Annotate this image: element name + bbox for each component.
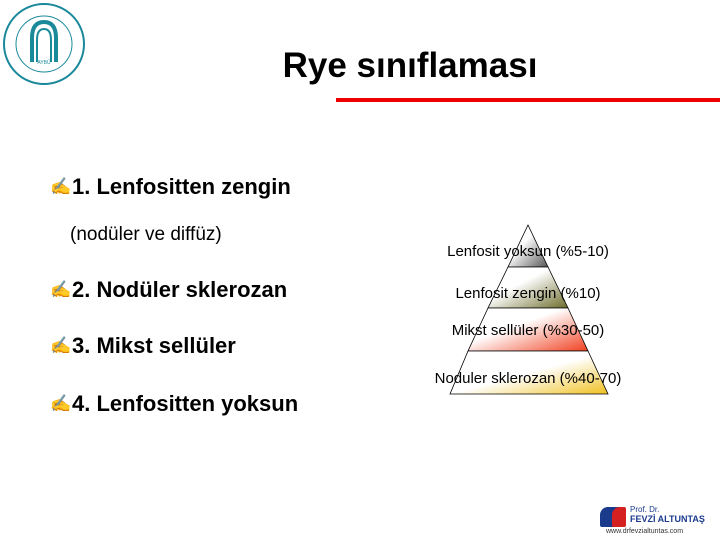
bullet-item: ✍ 1. Lenfositten zengin (50, 174, 291, 200)
university-logo: AYBÜ (3, 3, 85, 85)
writing-hand-icon: ✍ (50, 177, 72, 196)
bullet-item: ✍ 2. Nodüler sklerozan (50, 277, 287, 303)
brand-line2: FEVZİ ALTUNTAŞ (630, 514, 705, 524)
svg-text:AYBÜ: AYBÜ (37, 59, 51, 66)
writing-hand-icon: ✍ (50, 394, 72, 413)
bullet-subnote: (nodüler ve diffüz) (70, 224, 222, 245)
bullet-item: ✍ 4. Lenfositten yoksun (50, 391, 298, 417)
writing-hand-icon: ✍ (50, 336, 72, 355)
pyramid-label: Noduler sklerozan (%40-70) (434, 370, 622, 387)
bullet-item: ✍ 3. Mikst sellüler (50, 333, 236, 359)
pyramid-label: Lenfosit zengin (%10) (455, 285, 601, 302)
pyramid-level-4 (449, 350, 609, 395)
bullet-label: 4. Lenfositten yoksun (72, 391, 299, 416)
bullet-label: 1. Lenfositten zengin (72, 174, 291, 199)
bullet-label: 2. Nodüler sklerozan (72, 277, 288, 302)
writing-hand-icon: ✍ (50, 280, 72, 299)
pyramid-diagram (449, 224, 609, 395)
pyramid-label: Lenfosit yoksun (%5-10) (447, 243, 609, 260)
pyramid-label: Mikst sellüler (%30-50) (451, 322, 605, 339)
brand-url: www.drfevzialtuntas.com (606, 528, 684, 535)
bullet-label: 3. Mikst sellüler (72, 333, 236, 358)
brand-line1: Prof. Dr. (630, 505, 660, 514)
brand-logo: Prof. Dr. FEVZİ ALTUNTAŞ www.drfevzialtu… (598, 505, 716, 537)
page-title: Rye sınıflaması (282, 46, 538, 85)
title-underline (336, 98, 720, 102)
